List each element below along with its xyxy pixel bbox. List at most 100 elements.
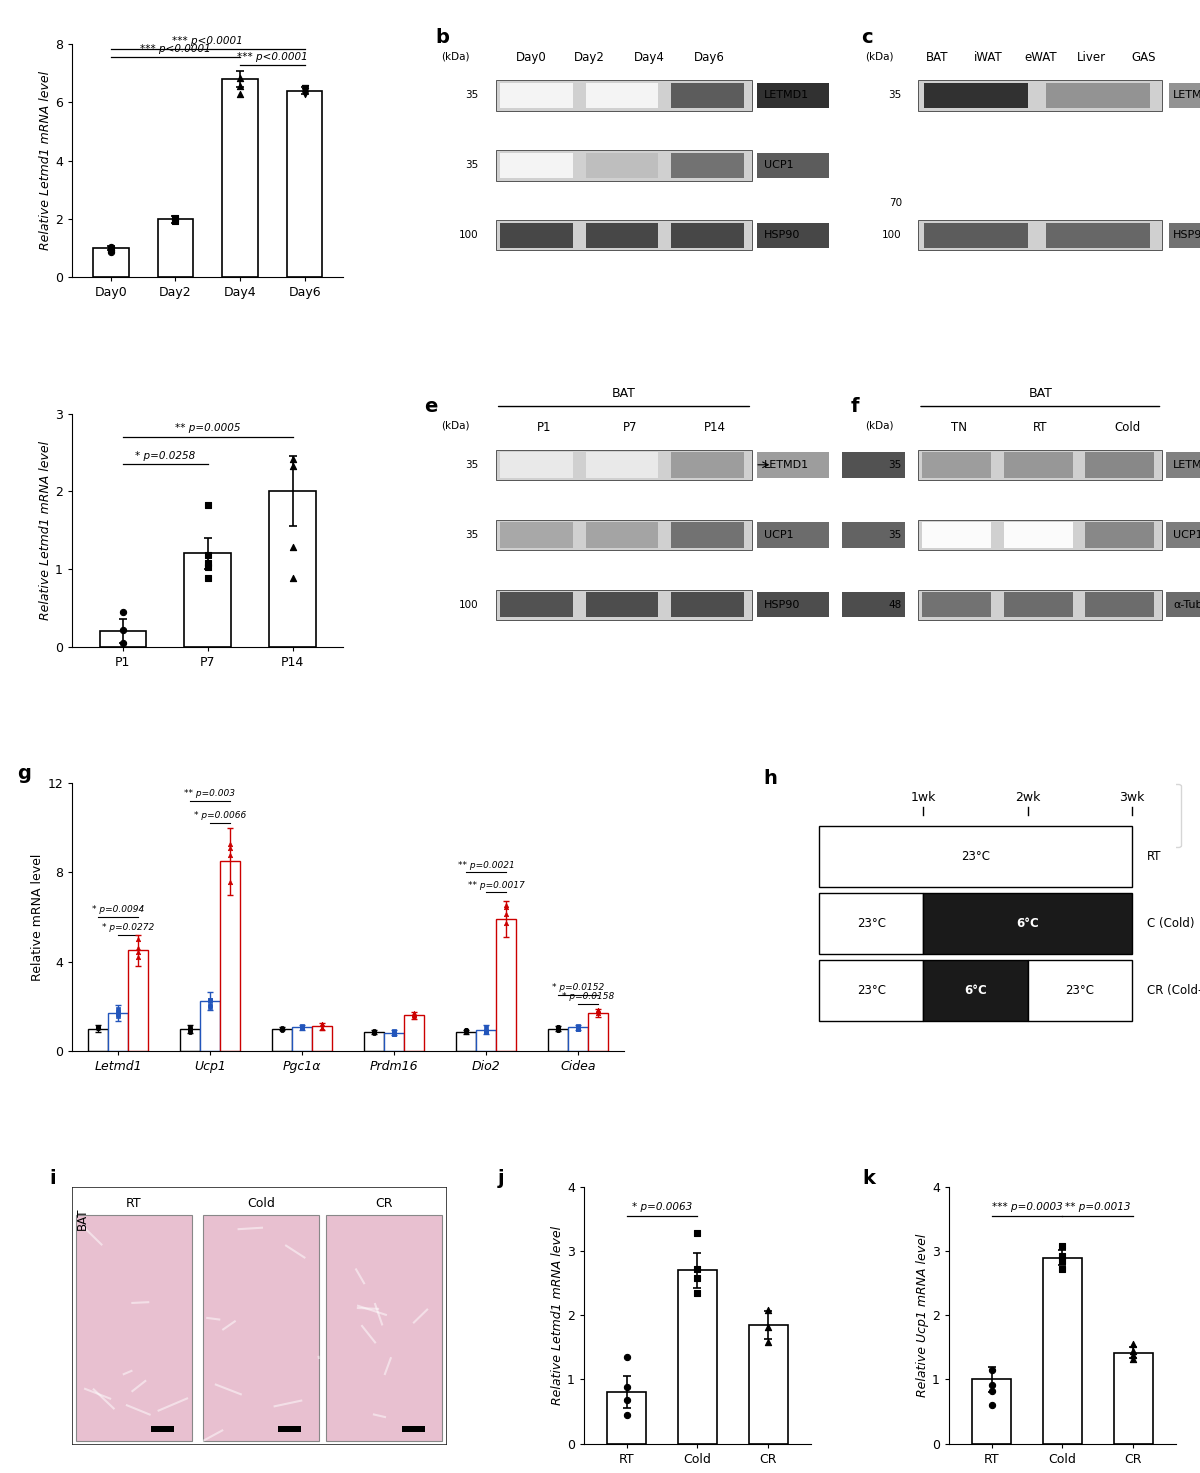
Point [982, 1379, 1001, 1402]
Point [1052, 1245, 1072, 1268]
Point [295, 80, 314, 103]
Bar [922, 452, 991, 477]
Point [982, 1358, 1001, 1382]
Bar [842, 592, 914, 617]
Text: RT: RT [1033, 420, 1048, 433]
Bar [1085, 521, 1154, 548]
Bar [928, 521, 1001, 548]
Point [688, 1267, 707, 1290]
Text: Day2: Day2 [575, 52, 605, 65]
Point [293, 1015, 312, 1038]
Point [295, 77, 314, 100]
Bar [287, 91, 323, 277]
Bar [456, 1033, 476, 1050]
Point [200, 996, 220, 1019]
Text: *** p<0.0001: *** p<0.0001 [236, 52, 307, 62]
Point [198, 551, 217, 574]
Bar [588, 1013, 608, 1050]
Text: 35: 35 [466, 90, 479, 100]
Point [230, 82, 250, 106]
Point [272, 1016, 292, 1040]
Bar [671, 153, 744, 178]
Point [221, 871, 240, 894]
Point [108, 1000, 127, 1024]
Point [200, 988, 220, 1012]
Point [497, 903, 516, 927]
Bar [586, 521, 659, 548]
Point [221, 832, 240, 856]
Text: 35: 35 [888, 90, 902, 100]
Text: 70: 70 [889, 197, 902, 208]
Point [589, 999, 608, 1022]
Text: LETMD1: LETMD1 [1174, 90, 1200, 100]
Text: α-Tubulin: α-Tubulin [1174, 600, 1200, 610]
Point [1124, 1343, 1144, 1367]
Point [617, 1402, 636, 1426]
Point [569, 1018, 588, 1041]
Bar [222, 80, 258, 277]
Point [88, 1015, 107, 1038]
Bar [924, 82, 1028, 109]
Point [476, 1019, 496, 1043]
Bar [678, 1270, 716, 1444]
Point [364, 1019, 383, 1043]
Text: e: e [425, 398, 438, 417]
Text: RT: RT [126, 1198, 142, 1211]
Text: * p=0.0063: * p=0.0063 [632, 1202, 692, 1212]
Point [569, 1013, 588, 1037]
Point [293, 1015, 312, 1038]
Text: 3wk: 3wk [1120, 791, 1145, 804]
Bar [500, 452, 572, 477]
Bar [404, 1015, 425, 1050]
Text: 2wk: 2wk [1015, 791, 1040, 804]
Bar [671, 521, 744, 548]
Bar [749, 1324, 788, 1444]
Bar [918, 81, 1163, 110]
Text: i: i [49, 1170, 56, 1189]
Bar [671, 592, 744, 617]
Text: UCP1: UCP1 [1174, 530, 1200, 539]
Bar [128, 950, 149, 1050]
Point [272, 1018, 292, 1041]
Text: HSP90: HSP90 [763, 230, 800, 240]
Point [200, 988, 220, 1012]
Bar [918, 449, 1163, 480]
Point [128, 940, 148, 963]
Bar [547, 1028, 568, 1050]
Point [1124, 1333, 1144, 1357]
Bar [496, 81, 752, 110]
Bar [918, 520, 1163, 549]
Text: 48: 48 [888, 600, 902, 610]
Point [688, 1258, 707, 1282]
Bar [928, 452, 1001, 477]
Bar [1046, 82, 1151, 109]
Point [758, 1315, 778, 1339]
Point [108, 1002, 127, 1025]
Point [1052, 1234, 1072, 1258]
Text: ** p=0.003: ** p=0.003 [185, 790, 235, 798]
Text: LETMD1: LETMD1 [763, 460, 809, 470]
Text: 23°C: 23°C [961, 850, 990, 863]
Bar [1043, 1258, 1082, 1444]
Bar [918, 219, 1163, 250]
Bar [972, 1379, 1012, 1444]
Text: * p=0.0158: * p=0.0158 [562, 993, 614, 1002]
Text: (kDa): (kDa) [865, 420, 894, 430]
Bar [271, 1028, 292, 1050]
Bar [586, 452, 659, 477]
Point [198, 544, 217, 567]
Text: eWAT: eWAT [1024, 52, 1056, 65]
Text: RT: RT [1146, 850, 1162, 863]
Point [758, 1298, 778, 1321]
Point [113, 630, 132, 654]
Bar [607, 1392, 646, 1444]
Point [617, 1345, 636, 1368]
Text: GAS: GAS [1132, 52, 1156, 65]
Bar [842, 521, 914, 548]
Bar [496, 919, 516, 1050]
Bar [671, 222, 744, 247]
Text: * p=0.0094: * p=0.0094 [92, 906, 144, 915]
Text: h: h [764, 769, 778, 788]
Point [404, 1003, 424, 1027]
Bar [1085, 452, 1154, 477]
